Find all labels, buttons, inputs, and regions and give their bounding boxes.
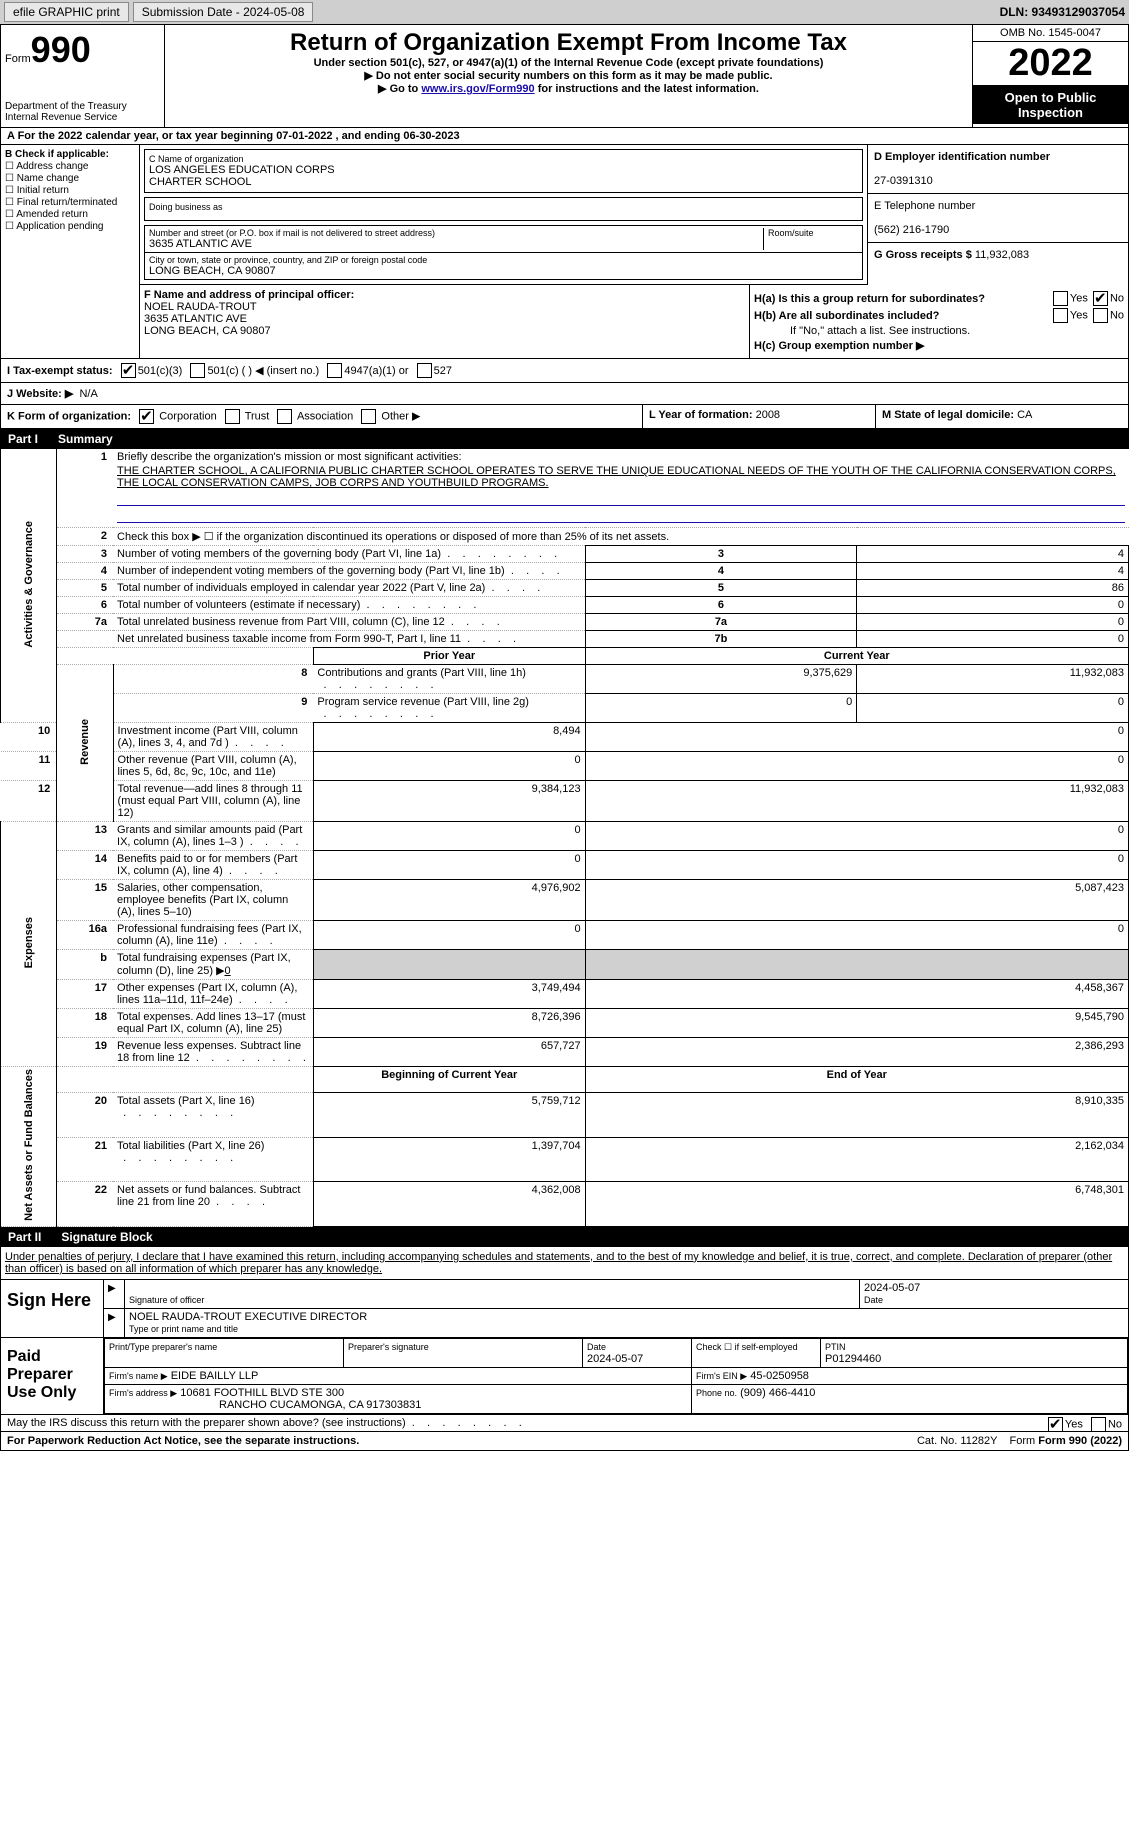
cb-address[interactable]: ☐ Address change <box>5 161 135 172</box>
cb-trust[interactable] <box>225 409 240 424</box>
discuss-no[interactable] <box>1091 1417 1106 1432</box>
form-header: Form990 Department of the Treasury Inter… <box>0 25 1129 128</box>
open-inspection: Open to Public Inspection <box>973 86 1128 124</box>
submission-date: Submission Date - 2024-05-08 <box>133 2 314 22</box>
part2-header: Part II Signature Block <box>0 1227 1129 1247</box>
form-number: Form990 <box>5 29 160 71</box>
efile-btn[interactable]: efile GRAPHIC print <box>4 2 129 22</box>
box-c: C Name of organization LOS ANGELES EDUCA… <box>140 145 868 285</box>
row-j: J Website: ▶ N/A <box>0 383 1129 405</box>
row-i: I Tax-exempt status: 501(c)(3) 501(c) ( … <box>0 359 1129 383</box>
efile-topbar: efile GRAPHIC print Submission Date - 20… <box>0 0 1129 25</box>
cb-4947[interactable] <box>327 363 342 378</box>
cb-corp[interactable] <box>139 409 154 424</box>
box-h: H(a) Is this a group return for subordin… <box>750 285 1128 358</box>
cb-assoc[interactable] <box>277 409 292 424</box>
cb-other[interactable] <box>361 409 376 424</box>
row-klm: K Form of organization: Corporation Trus… <box>0 405 1129 429</box>
cb-amended[interactable]: ☐ Amended return <box>5 209 135 220</box>
form-title: Return of Organization Exempt From Incom… <box>169 29 968 57</box>
page-footer: For Paperwork Reduction Act Notice, see … <box>0 1432 1129 1451</box>
gross-receipts: 11,932,083 <box>975 249 1029 261</box>
phone: (562) 216-1790 <box>874 224 949 236</box>
cb-501c3[interactable] <box>121 363 136 378</box>
form-sub2: ▶ Do not enter social security numbers o… <box>169 69 968 82</box>
sig-declaration: Under penalties of perjury, I declare th… <box>0 1247 1129 1280</box>
cb-501c[interactable] <box>190 363 205 378</box>
part1-header: Part I Summary <box>0 429 1129 449</box>
cb-pending[interactable]: ☐ Application pending <box>5 221 135 232</box>
org-name: LOS ANGELES EDUCATION CORPS CHARTER SCHO… <box>149 164 858 188</box>
omb-num: OMB No. 1545-0047 <box>973 25 1128 42</box>
form-sub: Under section 501(c), 527, or 4947(a)(1)… <box>169 57 968 69</box>
box-de: D Employer identification number 27-0391… <box>868 145 1128 285</box>
discuss-row: May the IRS discuss this return with the… <box>0 1415 1129 1432</box>
cb-initial[interactable]: ☐ Initial return <box>5 185 135 196</box>
street: 3635 ATLANTIC AVE <box>149 238 435 250</box>
summary-table: Activities & Governance 1 Briefly descri… <box>0 449 1129 1227</box>
paid-preparer: Paid Preparer Use Only Print/Type prepar… <box>0 1338 1129 1415</box>
identity-block: B Check if applicable: ☐ Address change … <box>0 145 1129 359</box>
mission: THE CHARTER SCHOOL, A CALIFORNIA PUBLIC … <box>117 465 1124 489</box>
box-f: F Name and address of principal officer:… <box>140 285 750 358</box>
irs-link[interactable]: www.irs.gov/Form990 <box>421 83 534 95</box>
sign-here: Sign Here Signature of officer 2024-05-0… <box>0 1280 1129 1338</box>
ein: 27-0391310 <box>874 175 933 187</box>
cb-527[interactable] <box>417 363 432 378</box>
cb-final[interactable]: ☐ Final return/terminated <box>5 197 135 208</box>
city: LONG BEACH, CA 90807 <box>149 265 858 277</box>
tax-year: 2022 <box>973 42 1128 86</box>
dept-treasury: Department of the Treasury Internal Reve… <box>5 101 160 123</box>
cb-name[interactable]: ☐ Name change <box>5 173 135 184</box>
box-b: B Check if applicable: ☐ Address change … <box>1 145 140 358</box>
dln: DLN: 93493129037054 <box>1000 5 1125 19</box>
form-sub3: ▶ Go to www.irs.gov/Form990 for instruct… <box>169 82 968 95</box>
row-a-period: A For the 2022 calendar year, or tax yea… <box>0 128 1129 145</box>
discuss-yes[interactable] <box>1048 1417 1063 1432</box>
